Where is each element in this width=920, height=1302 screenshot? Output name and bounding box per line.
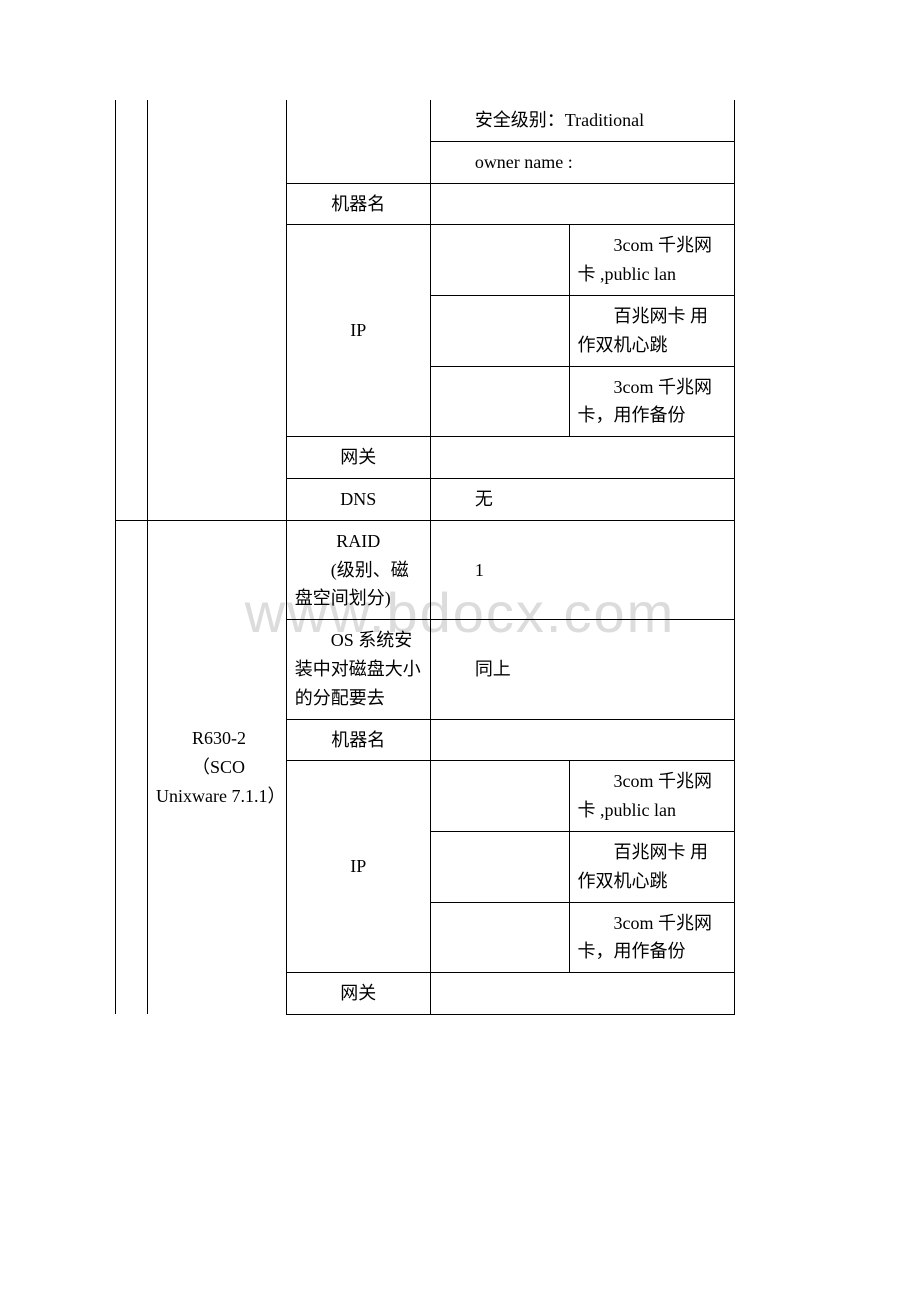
raid-value-text: 1	[439, 556, 726, 585]
ip-addr-2	[430, 295, 569, 366]
ip2-note-1: 3com 千兆网卡 ,public lan	[569, 761, 734, 832]
ip-note-2-text: 百兆网卡 用作双机心跳	[578, 302, 726, 360]
ip2-note-3: 3com 千兆网卡，用作备份	[569, 902, 734, 973]
col1-spacer-2	[116, 520, 148, 1014]
gateway-value	[430, 437, 734, 479]
machine-label: 机器名	[286, 183, 430, 225]
security-text: 安全级别：Traditional	[439, 106, 726, 135]
dns-label: DNS	[286, 478, 430, 520]
col2-spacer	[148, 100, 287, 520]
ip-label-2: IP	[286, 761, 430, 973]
ip-note-3-text: 3com 千兆网卡，用作备份	[578, 373, 726, 431]
col3-spacer	[286, 100, 430, 183]
ip2-note-2: 百兆网卡 用作双机心跳	[569, 831, 734, 902]
table-row: 安全级别：Traditional	[116, 100, 735, 141]
raid-label: RAID	[295, 527, 422, 556]
ip2-addr-2	[430, 831, 569, 902]
device-os: （SCO Unixware 7.1.1）	[156, 753, 278, 811]
owner-text: owner name :	[439, 148, 726, 177]
page: www.bdocx.com 安全级别：Traditional owner nam…	[0, 0, 920, 1302]
security-cell: 安全级别：Traditional	[430, 100, 734, 141]
ip2-addr-1	[430, 761, 569, 832]
os-alloc-label: OS 系统安装中对磁盘大小的分配要去	[286, 620, 430, 719]
machine-value-2	[430, 719, 734, 761]
device-name: R630-2	[156, 724, 278, 753]
ip-label: IP	[286, 225, 430, 437]
ip2-addr-3	[430, 902, 569, 973]
ip-addr-3	[430, 366, 569, 437]
raid-sub: (级别、磁盘空间划分)	[295, 556, 422, 614]
machine-label-2: 机器名	[286, 719, 430, 761]
ip2-note-1-text: 3com 千兆网卡 ,public lan	[578, 767, 726, 825]
os-alloc-value-text: 同上	[439, 655, 726, 684]
table-row: R630-2 （SCO Unixware 7.1.1） RAID (级别、磁盘空…	[116, 520, 735, 619]
raid-value: 1	[430, 520, 734, 619]
ip-note-2: 百兆网卡 用作双机心跳	[569, 295, 734, 366]
ip2-note-3-text: 3com 千兆网卡，用作备份	[578, 909, 726, 967]
ip-addr-1	[430, 225, 569, 296]
ip-note-1-text: 3com 千兆网卡 ,public lan	[578, 231, 726, 289]
owner-cell: owner name :	[430, 141, 734, 183]
ip2-note-2-text: 百兆网卡 用作双机心跳	[578, 838, 726, 896]
ip-note-1: 3com 千兆网卡 ,public lan	[569, 225, 734, 296]
gateway-value-2	[430, 973, 734, 1015]
ip-note-3: 3com 千兆网卡，用作备份	[569, 366, 734, 437]
gateway-label: 网关	[286, 437, 430, 479]
config-table: 安全级别：Traditional owner name : 机器名 IP 3co…	[115, 100, 735, 1015]
machine-value	[430, 183, 734, 225]
dns-value: 无	[430, 478, 734, 520]
os-alloc-label-text: OS 系统安装中对磁盘大小的分配要去	[295, 626, 422, 712]
device-cell: R630-2 （SCO Unixware 7.1.1）	[148, 520, 287, 1014]
col1-spacer	[116, 100, 148, 520]
dns-value-text: 无	[439, 485, 726, 514]
os-alloc-value: 同上	[430, 620, 734, 719]
raid-label-cell: RAID (级别、磁盘空间划分)	[286, 520, 430, 619]
gateway-label-2: 网关	[286, 973, 430, 1015]
